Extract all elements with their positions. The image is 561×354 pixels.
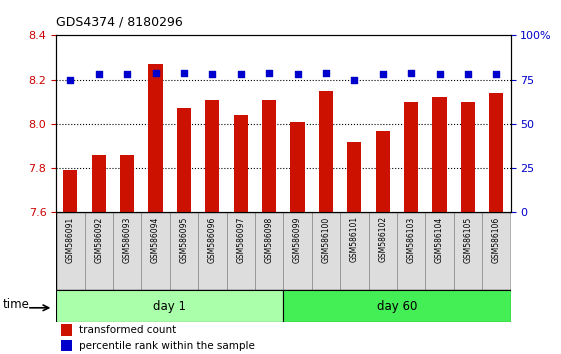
Text: GSM586097: GSM586097	[236, 216, 245, 263]
Text: GSM586094: GSM586094	[151, 216, 160, 263]
Bar	[177, 108, 191, 212]
Bar	[149, 64, 163, 212]
Bar	[376, 131, 390, 212]
Text: GSM586100: GSM586100	[321, 216, 330, 263]
Text: GSM586103: GSM586103	[407, 216, 416, 263]
Point	[350, 77, 359, 82]
Bar	[454, 212, 482, 290]
Point	[321, 70, 330, 75]
Bar	[312, 212, 340, 290]
Bar	[489, 93, 503, 212]
Bar	[56, 290, 283, 322]
Point	[378, 72, 387, 77]
Point	[407, 70, 416, 75]
Point	[435, 72, 444, 77]
Text: day 1: day 1	[153, 300, 186, 313]
Bar	[141, 212, 169, 290]
Point	[492, 72, 501, 77]
Bar	[113, 212, 141, 290]
Bar	[61, 324, 72, 336]
Bar	[319, 91, 333, 212]
Bar	[120, 155, 134, 212]
Bar	[425, 212, 454, 290]
Text: GSM586099: GSM586099	[293, 216, 302, 263]
Bar	[340, 212, 369, 290]
Bar	[169, 212, 198, 290]
Bar	[347, 142, 361, 212]
Bar	[227, 212, 255, 290]
Point	[293, 72, 302, 77]
Text: GSM586092: GSM586092	[94, 216, 103, 263]
Point	[208, 72, 217, 77]
Text: time: time	[3, 298, 30, 311]
Bar	[433, 97, 447, 212]
Bar	[283, 290, 511, 322]
Bar	[482, 212, 511, 290]
Bar	[56, 212, 85, 290]
Bar	[91, 155, 106, 212]
Bar	[291, 122, 305, 212]
Bar	[283, 212, 312, 290]
Text: GSM586095: GSM586095	[180, 216, 188, 263]
Bar	[61, 340, 72, 352]
Bar	[205, 99, 219, 212]
Point	[463, 72, 472, 77]
Point	[151, 70, 160, 75]
Bar	[461, 102, 475, 212]
Text: percentile rank within the sample: percentile rank within the sample	[79, 341, 255, 351]
Text: GSM586091: GSM586091	[66, 216, 75, 263]
Bar	[233, 115, 248, 212]
Text: GSM586098: GSM586098	[265, 216, 274, 263]
Text: day 60: day 60	[377, 300, 417, 313]
Bar	[262, 99, 276, 212]
Text: transformed count: transformed count	[79, 325, 176, 335]
Bar	[404, 102, 418, 212]
Point	[66, 77, 75, 82]
Bar	[369, 212, 397, 290]
Text: GSM586093: GSM586093	[123, 216, 132, 263]
Point	[180, 70, 188, 75]
Text: GDS4374 / 8180296: GDS4374 / 8180296	[56, 15, 183, 28]
Point	[94, 72, 103, 77]
Bar	[63, 170, 77, 212]
Point	[265, 70, 274, 75]
Text: GSM586104: GSM586104	[435, 216, 444, 263]
Text: GSM586102: GSM586102	[378, 216, 387, 262]
Point	[236, 72, 245, 77]
Bar	[397, 212, 425, 290]
Point	[123, 72, 132, 77]
Text: GSM586106: GSM586106	[492, 216, 501, 263]
Text: GSM586105: GSM586105	[463, 216, 472, 263]
Text: GSM586101: GSM586101	[350, 216, 359, 262]
Bar	[255, 212, 283, 290]
Text: GSM586096: GSM586096	[208, 216, 217, 263]
Bar	[85, 212, 113, 290]
Bar	[198, 212, 227, 290]
